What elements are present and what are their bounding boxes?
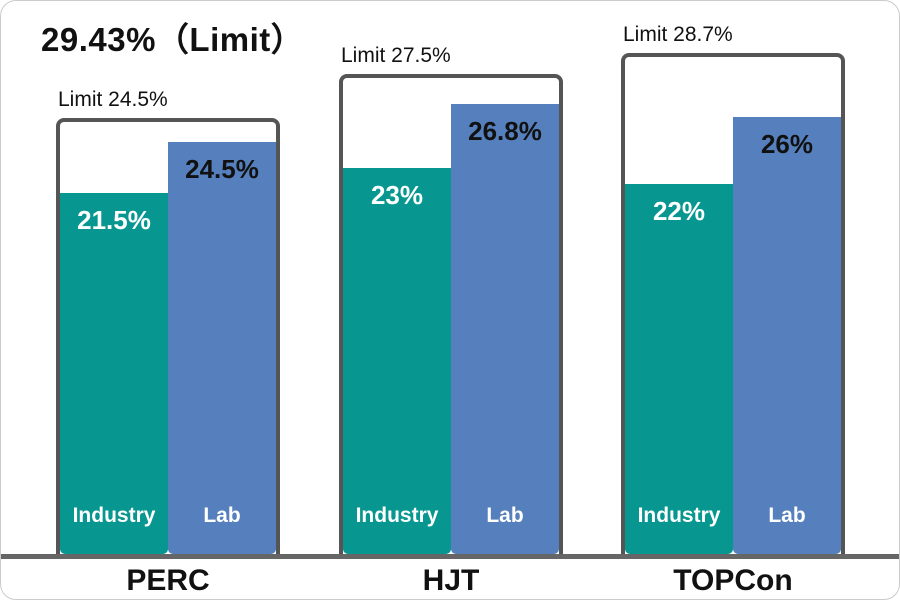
group-label: PERC [126, 564, 210, 597]
industry-value-label: 21.5% [77, 204, 151, 235]
group-label: HJT [422, 564, 480, 597]
limit-box [339, 74, 563, 554]
industry-bar: 21.5% Industry [60, 192, 168, 554]
industry-series-label: Industry [72, 503, 156, 527]
chart-group-topcon: Limit 28.7% 22% Industry 26% Lab TOPCon [621, 1, 845, 599]
industry-value-label: 23% [370, 179, 424, 210]
lab-series-label: Lab [486, 503, 524, 527]
chart-title: 29.43%（Limit） [41, 21, 305, 58]
limit-box [56, 118, 280, 554]
limit-label: Limit 27.5% [341, 44, 451, 67]
lab-bar: 24.5% Lab [168, 142, 276, 554]
lab-value-label: 26% [760, 129, 814, 160]
baseline-axis [1, 554, 899, 559]
lab-series-label: Lab [203, 503, 241, 527]
chart-group-hjt: Limit 27.5% 23% Industry 26.8% Lab HJT [339, 1, 563, 599]
industry-bar: 22% Industry [625, 184, 733, 554]
lab-series-label: Lab [768, 503, 806, 527]
industry-bar: 23% Industry [343, 167, 451, 554]
chart-group-perc: Limit 24.5% 21.5% Industry 24.5% Lab PER… [56, 1, 280, 599]
limit-label: Limit 24.5% [58, 88, 168, 111]
industry-series-label: Industry [637, 503, 721, 527]
industry-value-label: 22% [652, 196, 706, 227]
lab-value-label: 26.8% [468, 115, 542, 146]
lab-bar: 26.8% Lab [451, 103, 559, 554]
limit-label: Limit 28.7% [623, 23, 733, 46]
limit-box [621, 53, 845, 554]
group-label: TOPCon [673, 564, 793, 597]
lab-bar: 26% Lab [733, 117, 841, 554]
lab-value-label: 24.5% [185, 154, 259, 185]
industry-series-label: Industry [355, 503, 439, 527]
